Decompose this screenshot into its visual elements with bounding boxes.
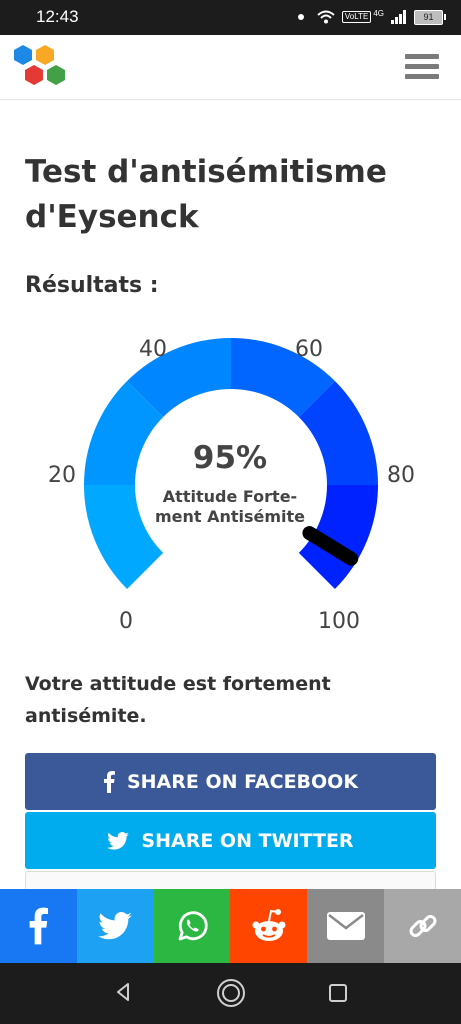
facebook-icon (30, 907, 49, 945)
gauge-segment (84, 381, 164, 485)
status-time: 12:43 (36, 7, 79, 26)
bottom-share-facebook[interactable] (0, 889, 77, 963)
home-icon[interactable] (215, 977, 247, 1009)
gauge-segment (127, 338, 231, 418)
gauge-segment (84, 485, 164, 589)
notification-dot-icon (297, 14, 304, 20)
hamburger-menu-icon[interactable] (405, 54, 439, 80)
bottom-share-reddit[interactable] (230, 889, 308, 963)
share-facebook-button[interactable]: SHARE ON FACEBOOK (25, 753, 436, 810)
share-twitter-button[interactable]: SHARE ON TWITTER (25, 812, 436, 869)
result-text: Votre attitude est fortement antisémite. (25, 673, 331, 727)
back-icon[interactable] (113, 979, 133, 1005)
gauge-tick-100: 100 (318, 609, 360, 634)
twitter-icon (98, 912, 133, 940)
status-icons: VoLTE 4G 91 (297, 8, 446, 26)
gauge-tick-0: 0 (119, 609, 133, 634)
gauge-segment (231, 338, 335, 418)
bottom-share-email[interactable] (307, 889, 385, 963)
bottom-share-bar (0, 889, 461, 963)
page-title: Test d'antisémitisme d'Eysenck (25, 154, 387, 235)
results-label: Résultats : (25, 273, 159, 298)
volte-badge: VoLTE (341, 11, 372, 23)
gauge-value: 95% (193, 440, 267, 476)
battery-icon: 91 (414, 9, 446, 25)
gauge-segment (298, 381, 378, 485)
whatsapp-icon (178, 911, 208, 941)
system-nav-bar (0, 963, 461, 1024)
recents-icon[interactable] (328, 983, 348, 1003)
signal-icon (391, 10, 406, 24)
status-bar: 12:43 VoLTE 4G 91 (0, 0, 461, 35)
bottom-share-twitter[interactable] (76, 889, 154, 963)
share-facebook-label: SHARE ON FACEBOOK (126, 770, 359, 793)
wifi-icon (317, 10, 335, 24)
hexagon-cluster-logo[interactable] (12, 43, 72, 91)
gauge-needle (302, 526, 359, 566)
reddit-icon (252, 909, 286, 941)
twitter-icon (107, 831, 130, 850)
bottom-share-whatsapp[interactable] (153, 889, 231, 963)
site-header (0, 35, 461, 100)
gauge-tick-40: 40 (139, 337, 167, 362)
gauge-caption-line2: ment Antisémite (155, 507, 305, 526)
gauge-caption-line1: Attitude Forte- (163, 487, 297, 506)
gauge-tick-60: 60 (295, 337, 323, 362)
link-icon (409, 915, 437, 937)
gauge-segment (298, 485, 378, 589)
email-icon (326, 912, 365, 940)
network-type: 4G (373, 8, 384, 18)
facebook-icon (103, 770, 115, 793)
gauge-tick-20: 20 (48, 463, 76, 488)
bottom-share-link[interactable] (384, 889, 461, 963)
share-twitter-label: SHARE ON TWITTER (141, 829, 354, 852)
result-gauge: 0 20 40 60 80 100 95% Attitude Forte- me… (48, 337, 415, 634)
gauge-tick-80: 80 (387, 463, 415, 488)
